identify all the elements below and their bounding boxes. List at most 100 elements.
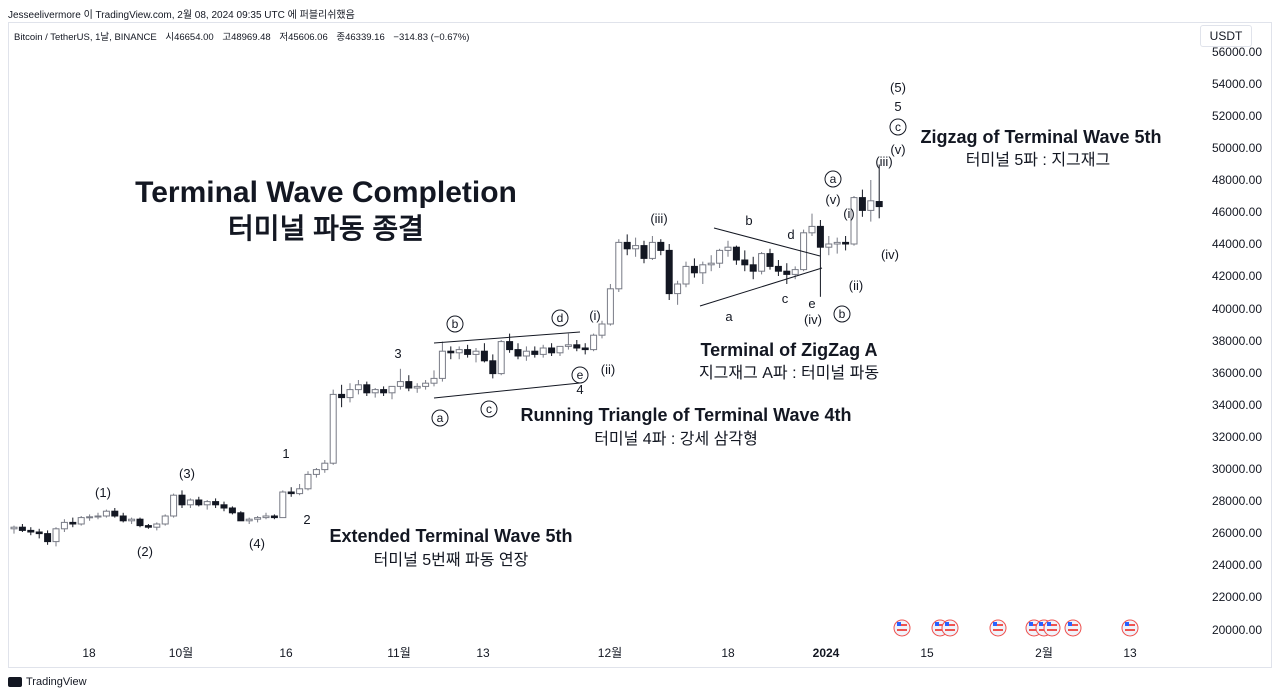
x-tick-label: 18 bbox=[721, 646, 735, 660]
candle-body bbox=[153, 523, 161, 528]
candle bbox=[514, 343, 522, 360]
candle bbox=[833, 237, 841, 254]
candle-body bbox=[514, 349, 522, 357]
candle-body bbox=[867, 200, 875, 211]
candle-body bbox=[77, 517, 85, 525]
x-tick-label: 12월 bbox=[598, 646, 622, 660]
x-tick-label: 18 bbox=[82, 646, 96, 660]
flag-circle bbox=[893, 619, 911, 637]
candle bbox=[321, 460, 329, 473]
candle bbox=[438, 341, 446, 382]
candle-body bbox=[262, 515, 270, 519]
y-tick-label: 48000.00 bbox=[1212, 173, 1262, 187]
annotation-extended-ko: 터미널 5번째 파동 연장 bbox=[374, 551, 529, 569]
candle-body bbox=[195, 499, 203, 506]
candle-body bbox=[60, 521, 68, 530]
candle bbox=[556, 345, 564, 356]
flag-circle bbox=[1043, 619, 1061, 637]
candle bbox=[10, 525, 18, 534]
candle bbox=[388, 385, 396, 400]
candle-body bbox=[556, 345, 564, 354]
candle bbox=[623, 234, 631, 256]
circled-wave-label: e bbox=[571, 366, 589, 384]
candle-body bbox=[606, 288, 614, 325]
flag-stripe bbox=[935, 629, 945, 631]
annotation-zigzag-a-ko: 지그재그 A파 : 터미널 파동 bbox=[699, 364, 879, 382]
wave-label: b bbox=[745, 213, 752, 228]
candle-body bbox=[816, 225, 824, 248]
wave-label: e bbox=[808, 296, 815, 311]
wave-label: (i) bbox=[589, 308, 601, 323]
candle-body bbox=[228, 507, 236, 514]
candle bbox=[741, 250, 749, 272]
candle-body bbox=[690, 265, 698, 274]
candle bbox=[867, 180, 875, 222]
candle-body bbox=[170, 494, 178, 517]
annotation-triangle-ko: 터미널 4파 : 강세 삼각형 bbox=[594, 430, 758, 448]
candle bbox=[774, 260, 782, 276]
triangle-a-upper-line bbox=[713, 227, 821, 257]
publish-caption: Jesseelivermore 이 TradingView.com, 2월 08… bbox=[8, 10, 355, 21]
ohlc-high: 고48969.48 bbox=[222, 32, 271, 43]
flag-stripe bbox=[1068, 624, 1078, 626]
wave-label: (4) bbox=[249, 536, 265, 551]
circled-wave-label: c bbox=[889, 118, 907, 136]
wave-label: (i) bbox=[843, 206, 855, 221]
wave-circle bbox=[446, 315, 464, 333]
x-tick-label: 2024 bbox=[813, 646, 840, 660]
flag-stripe bbox=[1029, 629, 1039, 631]
candle-body bbox=[44, 533, 52, 543]
candle-body bbox=[657, 241, 665, 251]
candle-body bbox=[128, 518, 136, 522]
flag-stripe bbox=[1047, 624, 1057, 626]
flag-canton bbox=[1039, 622, 1043, 626]
y-tick-label: 36000.00 bbox=[1212, 366, 1262, 380]
wave-label: d bbox=[557, 311, 564, 325]
candle bbox=[422, 380, 430, 390]
wave-circle bbox=[571, 366, 589, 384]
candle-body bbox=[522, 350, 530, 357]
currency-selector[interactable]: USDT bbox=[1200, 25, 1252, 47]
candle bbox=[44, 530, 52, 545]
y-tick-label: 38000.00 bbox=[1212, 334, 1262, 348]
flag-stripe bbox=[897, 624, 907, 626]
candle bbox=[850, 196, 858, 246]
candle bbox=[69, 517, 77, 528]
wave-label: (3) bbox=[179, 466, 195, 481]
candle bbox=[648, 236, 656, 260]
annotation-zigzag-5-ko: 터미널 5파 : 지그재그 bbox=[966, 151, 1110, 169]
candle bbox=[615, 239, 623, 292]
wave-label: (iii) bbox=[650, 211, 667, 226]
flag-stripe bbox=[1125, 624, 1135, 626]
candle-body bbox=[783, 270, 791, 275]
candle-body bbox=[329, 393, 337, 464]
candle-body bbox=[791, 269, 799, 275]
candle-body bbox=[842, 241, 850, 245]
candle bbox=[480, 343, 488, 363]
candle-body bbox=[430, 377, 438, 384]
candle bbox=[464, 344, 472, 358]
candle-body bbox=[346, 389, 354, 399]
candle bbox=[405, 375, 413, 392]
candle-body bbox=[354, 384, 362, 391]
symbol-legend: Bitcoin / TetherUS, 1날, BINANCE 시46654.0… bbox=[14, 29, 475, 43]
candle-body bbox=[388, 385, 396, 394]
candle-body bbox=[833, 241, 841, 245]
y-tick-label: 52000.00 bbox=[1212, 109, 1262, 123]
candle bbox=[690, 258, 698, 278]
flag-circle bbox=[1064, 619, 1082, 637]
candle-body bbox=[875, 201, 883, 208]
candle bbox=[153, 522, 161, 531]
wave-label: a bbox=[830, 172, 837, 186]
tradingview-logo-icon bbox=[8, 677, 22, 687]
flag-circle bbox=[1121, 619, 1139, 637]
candle bbox=[86, 514, 94, 521]
candle bbox=[354, 380, 362, 395]
x-tick-label: 13 bbox=[476, 646, 490, 660]
candle bbox=[195, 496, 203, 507]
circled-wave-label: b bbox=[446, 315, 464, 333]
candle bbox=[816, 220, 824, 297]
candle bbox=[682, 261, 690, 288]
candle-body bbox=[144, 525, 152, 528]
candle bbox=[590, 333, 598, 352]
